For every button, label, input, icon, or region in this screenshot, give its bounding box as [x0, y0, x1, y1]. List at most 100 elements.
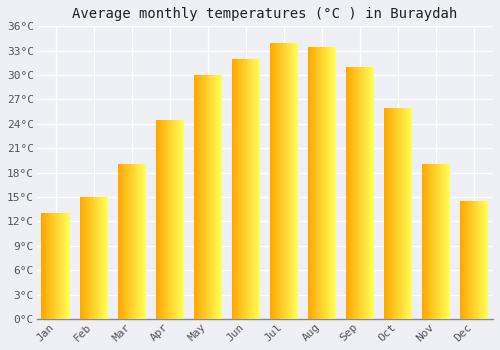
Bar: [482, 201, 484, 319]
Bar: [256, 59, 258, 319]
Bar: [410, 107, 411, 319]
Bar: [327, 47, 328, 319]
Bar: [233, 59, 234, 319]
Bar: [131, 164, 132, 319]
Bar: [428, 164, 429, 319]
Bar: [439, 164, 440, 319]
Bar: [470, 201, 471, 319]
Bar: [462, 201, 464, 319]
Bar: [353, 67, 354, 319]
Bar: [103, 197, 104, 319]
Bar: [246, 59, 248, 319]
Bar: [179, 120, 180, 319]
Bar: [476, 201, 477, 319]
Bar: [67, 213, 68, 319]
Bar: [408, 107, 410, 319]
Bar: [360, 67, 362, 319]
Bar: [96, 197, 98, 319]
Bar: [254, 59, 255, 319]
Bar: [178, 120, 179, 319]
Bar: [311, 47, 312, 319]
Bar: [367, 67, 368, 319]
Bar: [277, 43, 278, 319]
Bar: [271, 43, 272, 319]
Bar: [346, 67, 347, 319]
Bar: [440, 164, 441, 319]
Bar: [347, 67, 348, 319]
Bar: [436, 164, 438, 319]
Bar: [331, 47, 332, 319]
Bar: [296, 43, 298, 319]
Bar: [369, 67, 370, 319]
Bar: [80, 197, 81, 319]
Bar: [357, 67, 358, 319]
Bar: [348, 67, 350, 319]
Bar: [236, 59, 238, 319]
Bar: [102, 197, 103, 319]
Bar: [138, 164, 139, 319]
Bar: [402, 107, 403, 319]
Bar: [370, 67, 372, 319]
Bar: [66, 213, 67, 319]
Bar: [60, 213, 62, 319]
Bar: [274, 43, 276, 319]
Bar: [248, 59, 250, 319]
Bar: [426, 164, 428, 319]
Bar: [250, 59, 251, 319]
Bar: [487, 201, 488, 319]
Bar: [204, 75, 205, 319]
Bar: [142, 164, 143, 319]
Bar: [98, 197, 99, 319]
Bar: [220, 75, 222, 319]
Bar: [464, 201, 465, 319]
Bar: [81, 197, 82, 319]
Bar: [157, 120, 158, 319]
Bar: [449, 164, 450, 319]
Bar: [56, 213, 57, 319]
Bar: [137, 164, 138, 319]
Bar: [83, 197, 84, 319]
Bar: [242, 59, 243, 319]
Bar: [156, 120, 157, 319]
Bar: [289, 43, 290, 319]
Bar: [395, 107, 396, 319]
Bar: [101, 197, 102, 319]
Bar: [85, 197, 86, 319]
Bar: [143, 164, 144, 319]
Bar: [84, 197, 85, 319]
Bar: [235, 59, 236, 319]
Bar: [434, 164, 436, 319]
Bar: [401, 107, 402, 319]
Bar: [310, 47, 311, 319]
Bar: [129, 164, 130, 319]
Bar: [105, 197, 106, 319]
Bar: [141, 164, 142, 319]
Bar: [422, 164, 423, 319]
Bar: [140, 164, 141, 319]
Bar: [398, 107, 400, 319]
Bar: [177, 120, 178, 319]
Bar: [118, 164, 119, 319]
Bar: [258, 59, 260, 319]
Bar: [195, 75, 196, 319]
Bar: [385, 107, 386, 319]
Bar: [481, 201, 482, 319]
Bar: [82, 197, 83, 319]
Bar: [50, 213, 51, 319]
Bar: [356, 67, 357, 319]
Bar: [474, 201, 475, 319]
Bar: [326, 47, 327, 319]
Bar: [134, 164, 136, 319]
Bar: [132, 164, 133, 319]
Bar: [322, 47, 324, 319]
Bar: [165, 120, 166, 319]
Bar: [276, 43, 277, 319]
Bar: [91, 197, 92, 319]
Bar: [390, 107, 391, 319]
Bar: [320, 47, 321, 319]
Bar: [278, 43, 279, 319]
Bar: [394, 107, 395, 319]
Bar: [57, 213, 58, 319]
Bar: [120, 164, 121, 319]
Bar: [396, 107, 398, 319]
